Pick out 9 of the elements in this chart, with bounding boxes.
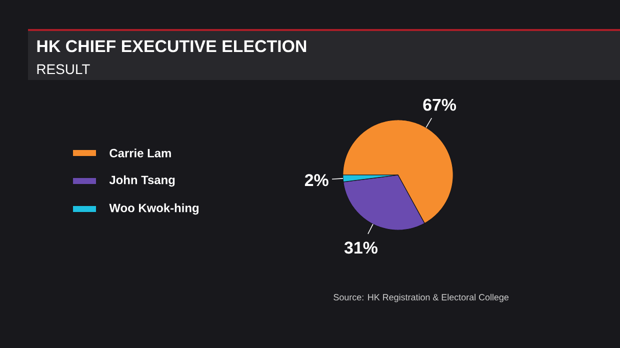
legend-label: Woo Kwok-hing [109, 203, 198, 215]
source-note: Source: HK Registration & Electoral College [334, 294, 509, 302]
chart-subtitle: RESULT [37, 64, 90, 74]
data-label: 31% [344, 242, 378, 254]
data-label: 67% [423, 98, 456, 111]
data-label: 2% [304, 174, 328, 186]
legend-label: Carrie Lam [110, 148, 171, 158]
chart-title: HK CHIEF EXECUTIVE ELECTION [37, 40, 306, 52]
legend-label: John Tsang [109, 175, 175, 187]
